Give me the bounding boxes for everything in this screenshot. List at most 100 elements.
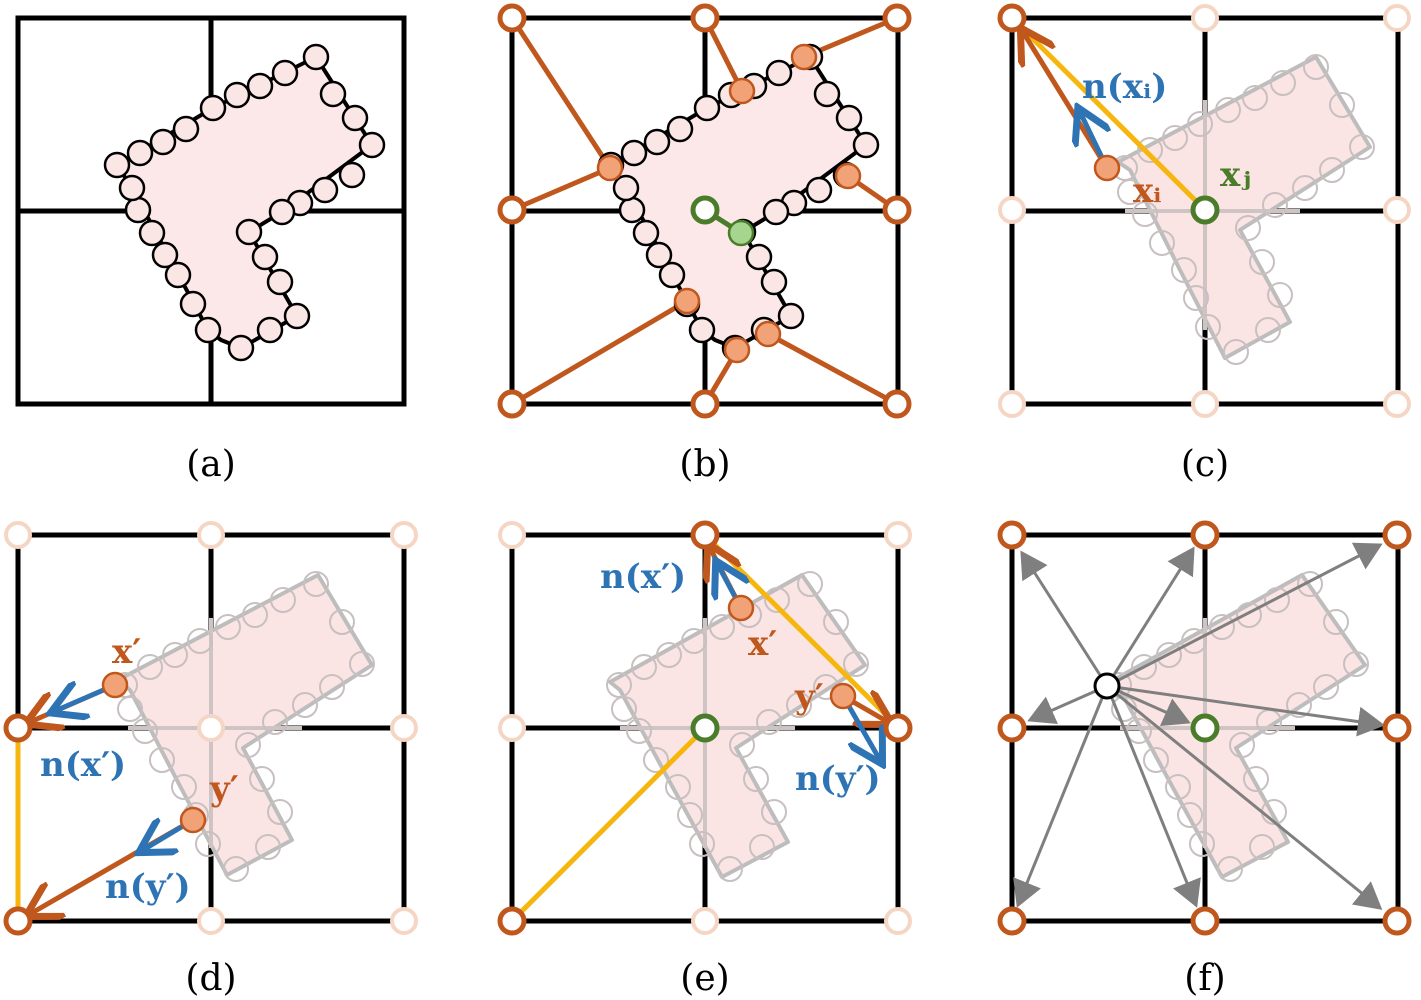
label-xj: xⱼ xyxy=(1220,155,1251,195)
cloud-point xyxy=(756,709,782,735)
cloud-point xyxy=(1349,134,1375,160)
cloud-point xyxy=(149,128,177,156)
cloud-point xyxy=(777,302,805,330)
cloud-point xyxy=(643,128,671,156)
yellow-line xyxy=(1014,20,1207,212)
cloud-point xyxy=(786,692,812,718)
cloud-point xyxy=(329,609,355,635)
point-y-prime xyxy=(829,682,857,710)
label-n-x-prime: n(x′) xyxy=(600,557,686,597)
grid-nodes xyxy=(997,520,1412,936)
label-y-prime: y′ xyxy=(209,769,239,809)
caption-c: (c) xyxy=(1181,444,1229,485)
caption-b: (b) xyxy=(679,444,730,485)
cloud-point xyxy=(172,115,200,143)
cloud-point xyxy=(124,196,152,224)
label-x-prime: x′ xyxy=(748,624,777,664)
cloud-point xyxy=(689,831,715,857)
cloud-point xyxy=(1262,192,1288,218)
cloud-point xyxy=(813,80,841,108)
cloud-point xyxy=(255,834,281,860)
label-n-y-prime: n(y′) xyxy=(105,867,191,907)
cloud-point xyxy=(1162,125,1188,151)
label-normal-xi: n(xᵢ) xyxy=(1082,67,1167,107)
cloud-point xyxy=(835,104,863,132)
cloud-point xyxy=(1323,609,1349,635)
query-point xyxy=(1093,672,1121,700)
cloud-point xyxy=(749,834,775,860)
cloud-point xyxy=(283,302,311,330)
cloud-point xyxy=(762,198,790,226)
cloud-point xyxy=(1181,628,1207,654)
cloud-point xyxy=(246,72,274,100)
cloud-point xyxy=(319,674,345,700)
cloud-point xyxy=(1243,766,1269,792)
cloud-point xyxy=(632,219,660,247)
cloud-point xyxy=(195,831,221,857)
cloud-point xyxy=(1171,257,1197,283)
cloud-point xyxy=(693,94,721,122)
cloud-point xyxy=(267,799,293,825)
cloud-point xyxy=(1235,215,1261,241)
caption-d: (d) xyxy=(185,958,236,999)
cloud-point xyxy=(162,642,188,668)
cloud-point xyxy=(1267,282,1293,308)
cloud-point xyxy=(760,268,788,296)
orange-points xyxy=(596,43,862,364)
cloud-point xyxy=(1117,179,1143,205)
cloud-point xyxy=(1217,856,1243,882)
green-node xyxy=(1190,713,1220,743)
cloud-point xyxy=(1187,111,1213,137)
cloud-point xyxy=(1343,651,1369,677)
cloud-point xyxy=(843,651,869,677)
panel-f: (f) xyxy=(997,520,1412,999)
cloud-point xyxy=(179,290,207,318)
cloud-point xyxy=(612,174,640,202)
panel-e: n(x′) x′ y′ n(y′) (e) xyxy=(497,520,913,999)
cloud-point xyxy=(1249,834,1275,860)
cloud-point xyxy=(743,766,769,792)
cloud-point xyxy=(1264,587,1290,613)
label-x-prime: x′ xyxy=(112,632,141,672)
cloud-point xyxy=(658,261,686,289)
green-node xyxy=(690,713,720,743)
grid-nodes xyxy=(3,521,418,936)
cloud-points xyxy=(103,43,386,362)
label-xi: xᵢ xyxy=(1133,171,1161,211)
cloud-point xyxy=(199,94,227,122)
point-xi xyxy=(1093,154,1121,182)
cloud-point xyxy=(251,243,279,271)
cloud-point xyxy=(643,747,669,773)
cloud-point xyxy=(729,732,755,758)
label-n-y-prime: n(y′) xyxy=(795,759,881,799)
cloud-point xyxy=(118,174,146,202)
label-n-x-prime: n(x′) xyxy=(40,745,126,785)
cloud-point xyxy=(1297,571,1323,597)
cloud-point xyxy=(717,856,743,882)
cloud-point xyxy=(227,334,255,362)
cloud-point xyxy=(341,104,369,132)
cloud-point xyxy=(677,802,703,828)
cloud-point xyxy=(1143,747,1169,773)
cloud-point xyxy=(745,243,773,271)
node-xj xyxy=(1190,195,1220,225)
cloud-point xyxy=(235,732,261,758)
cloud-point xyxy=(242,602,268,628)
cloud-point xyxy=(1303,54,1329,80)
cloud-point xyxy=(235,218,263,246)
cloud-point xyxy=(1131,654,1157,680)
cloud-point xyxy=(117,696,143,722)
cloud-point xyxy=(823,609,849,635)
cloud-point xyxy=(358,131,386,159)
cloud-point xyxy=(645,241,673,269)
label-y-prime: y′ xyxy=(794,677,824,717)
cloud-point xyxy=(764,587,790,613)
cloud-point xyxy=(1137,137,1163,163)
cloud-point xyxy=(681,628,707,654)
panel-a: (a) xyxy=(15,15,407,485)
cloud-point xyxy=(137,654,163,680)
cloud-point xyxy=(1156,642,1182,668)
cloud-point xyxy=(1255,317,1281,343)
grid-nodes xyxy=(997,3,1411,418)
